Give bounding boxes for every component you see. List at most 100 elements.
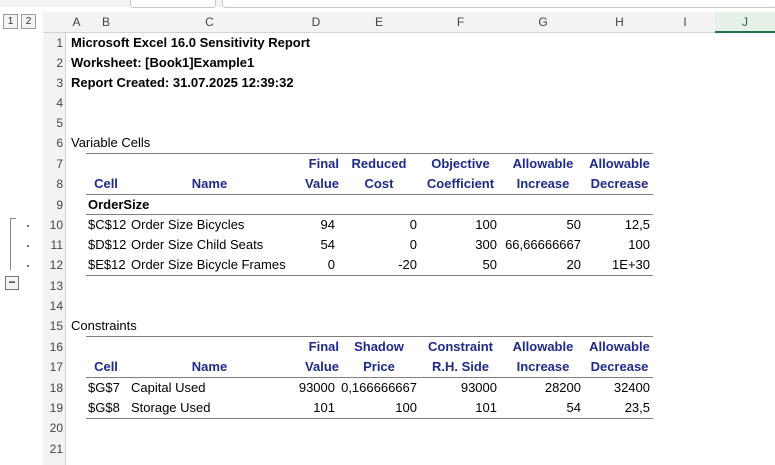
report-worksheet[interactable]: Worksheet: [Book1]Example1 (71, 55, 255, 70)
column-header-g[interactable]: G (538, 15, 548, 29)
header-reduced-top[interactable]: Reduced (351, 156, 407, 171)
row-header-7[interactable]: 7 (56, 157, 63, 171)
constraints-header-shadow-bottom[interactable]: Price (363, 359, 395, 374)
column-header-i[interactable]: I (683, 15, 687, 29)
constraint-row-2-final[interactable]: 101 (313, 400, 335, 415)
row-header-19[interactable]: 19 (49, 401, 63, 415)
row-header-17[interactable]: 17 (49, 360, 63, 374)
constraints-header-rhs-bottom[interactable]: R.H. Side (431, 359, 490, 374)
constraint-row-1-rhs[interactable]: 93000 (460, 380, 497, 395)
row-header-2[interactable]: 2 (56, 56, 63, 70)
constraints-header-decrease-bottom[interactable]: Decrease (590, 359, 649, 374)
constraint-row-2-rhs[interactable]: 101 (475, 400, 497, 415)
variable-row-1-reduced[interactable]: 0 (409, 217, 417, 232)
variable-row-2-objective[interactable]: 300 (475, 237, 497, 252)
column-header-b[interactable]: B (101, 15, 110, 29)
variable-row-1-cell[interactable]: $C$12 (88, 217, 127, 232)
formula-input[interactable] (222, 0, 775, 8)
row-header-14[interactable]: 14 (49, 299, 63, 313)
constraint-row-2-increase[interactable]: 54 (566, 400, 581, 415)
header-decrease-top[interactable]: Allowable (589, 156, 650, 171)
header-name[interactable]: Name (191, 176, 228, 191)
variable-row-3-objective[interactable]: 50 (482, 257, 497, 272)
header-final-top[interactable]: Final (308, 156, 339, 171)
column-header-c[interactable]: C (205, 15, 214, 29)
column-header-f[interactable]: F (456, 15, 465, 29)
row-header-8[interactable]: 8 (56, 177, 63, 191)
constraints-header-increase-bottom[interactable]: Increase (516, 359, 570, 374)
variable-cells-label[interactable]: Variable Cells (71, 135, 151, 150)
outline-collapse-button[interactable]: − (5, 276, 19, 290)
row-header-1[interactable]: 1 (56, 36, 63, 50)
constraint-row-2-shadow[interactable]: 100 (395, 400, 417, 415)
row-header-13[interactable]: 13 (49, 279, 63, 293)
name-box[interactable] (130, 0, 216, 8)
variable-row-2-cell[interactable]: $D$12 (88, 237, 127, 252)
constraints-header-decrease-top[interactable]: Allowable (589, 339, 650, 354)
row-header-4[interactable]: 4 (56, 96, 63, 110)
column-header-j[interactable]: J (715, 12, 775, 33)
constraints-header-final-top[interactable]: Final (308, 339, 339, 354)
constraint-row-2-cell[interactable]: $G$8 (88, 400, 120, 415)
variable-row-1-increase[interactable]: 50 (566, 217, 581, 232)
variable-row-1-decrease[interactable]: 12,5 (624, 217, 650, 232)
constraint-row-1-increase[interactable]: 28200 (544, 380, 581, 395)
variable-row-2-name[interactable]: Order Size Child Seats (131, 237, 264, 252)
header-objective-top[interactable]: Objective (431, 156, 490, 171)
constraint-row-2-decrease[interactable]: 23,5 (624, 400, 650, 415)
row-header-20[interactable]: 20 (49, 421, 63, 435)
constraint-row-1-cell[interactable]: $G$7 (88, 380, 120, 395)
variable-row-2-decrease[interactable]: 100 (628, 237, 650, 252)
variable-row-1-name[interactable]: Order Size Bicycles (131, 217, 245, 232)
variable-row-3-decrease[interactable]: 1E+30 (612, 257, 650, 272)
row-header-16[interactable]: 16 (49, 340, 63, 354)
variable-row-2-reduced[interactable]: 0 (409, 237, 417, 252)
constraint-row-1-decrease[interactable]: 32400 (613, 380, 650, 395)
row-header-9[interactable]: 9 (56, 198, 63, 212)
constraint-row-2-name[interactable]: Storage Used (131, 400, 211, 415)
report-created[interactable]: Report Created: 31.07.2025 12:39:32 (71, 75, 294, 90)
variable-row-3-name[interactable]: Order Size Bicycle Frames (131, 257, 286, 272)
constraints-header-name[interactable]: Name (191, 359, 228, 374)
variable-row-3-final[interactable]: 0 (327, 257, 335, 272)
constraints-header-rhs-top[interactable]: Constraint (428, 339, 493, 354)
group-label-ordersize[interactable]: OrderSize (88, 197, 150, 212)
row-header-15[interactable]: 15 (49, 319, 63, 333)
row-header-10[interactable]: 10 (49, 218, 63, 232)
header-decrease-bottom[interactable]: Decrease (590, 176, 649, 191)
column-header-e[interactable]: E (374, 15, 383, 29)
constraints-header-cell[interactable]: Cell (94, 359, 118, 374)
header-final-bottom[interactable]: Value (305, 176, 339, 191)
outline-level-2-button[interactable]: 2 (21, 14, 36, 29)
row-header-11[interactable]: 11 (50, 238, 63, 252)
row-header-5[interactable]: 5 (56, 116, 63, 130)
report-title[interactable]: Microsoft Excel 16.0 Sensitivity Report (71, 35, 311, 50)
column-header-a[interactable]: A (72, 15, 81, 29)
row-header-21[interactable]: 21 (49, 442, 63, 456)
row-header-12[interactable]: 12 (49, 258, 63, 272)
constraints-label[interactable]: Constraints (71, 318, 137, 333)
constraint-row-1-final[interactable]: 93000 (298, 380, 335, 395)
row-header-6[interactable]: 6 (56, 136, 63, 150)
row-header-18[interactable]: 18 (49, 381, 63, 395)
column-header-d[interactable]: D (311, 15, 321, 29)
header-cell[interactable]: Cell (94, 176, 118, 191)
variable-row-3-increase[interactable]: 20 (566, 257, 581, 272)
variable-row-1-objective[interactable]: 100 (475, 217, 497, 232)
outline-level-1-button[interactable]: 1 (3, 14, 18, 29)
header-objective-bottom[interactable]: Coefficient (426, 176, 495, 191)
header-reduced-bottom[interactable]: Cost (364, 176, 394, 191)
row-header-3[interactable]: 3 (56, 76, 63, 90)
variable-row-3-reduced[interactable]: -20 (398, 257, 417, 272)
constraint-row-1-shadow[interactable]: 0,166666667 (341, 380, 417, 395)
header-increase-top[interactable]: Allowable (512, 156, 574, 171)
variable-row-3-cell[interactable]: $E$12 (88, 257, 126, 272)
column-header-h[interactable]: H (615, 15, 624, 29)
header-increase-bottom[interactable]: Increase (516, 176, 570, 191)
variable-row-2-increase[interactable]: 66,66666667 (505, 237, 581, 252)
variable-row-1-final[interactable]: 94 (320, 217, 335, 232)
constraints-header-shadow-top[interactable]: Shadow (354, 339, 404, 354)
constraint-row-1-name[interactable]: Capital Used (131, 380, 206, 395)
constraints-header-final-bottom[interactable]: Value (305, 359, 339, 374)
constraints-header-increase-top[interactable]: Allowable (512, 339, 574, 354)
